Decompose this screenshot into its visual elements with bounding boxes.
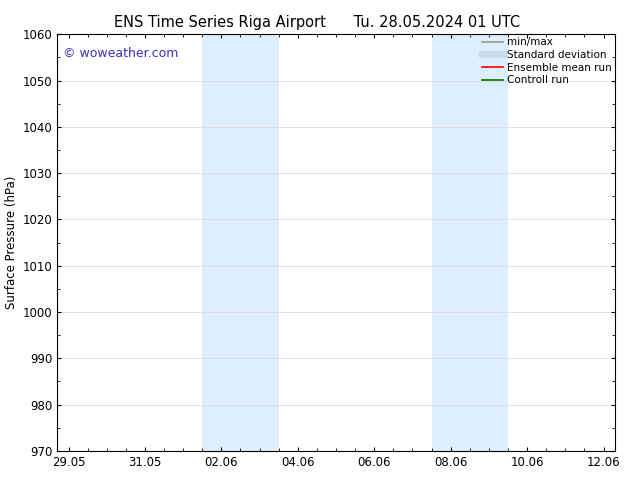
Legend: min/max, Standard deviation, Ensemble mean run, Controll run: min/max, Standard deviation, Ensemble me…	[480, 35, 614, 87]
Bar	[432, 34, 508, 451]
Text: ENS Time Series Riga Airport      Tu. 28.05.2024 01 UTC: ENS Time Series Riga Airport Tu. 28.05.2…	[114, 15, 520, 30]
Text: © woweather.com: © woweather.com	[63, 47, 178, 60]
Y-axis label: Surface Pressure (hPa): Surface Pressure (hPa)	[5, 176, 18, 309]
Bar	[202, 34, 279, 451]
